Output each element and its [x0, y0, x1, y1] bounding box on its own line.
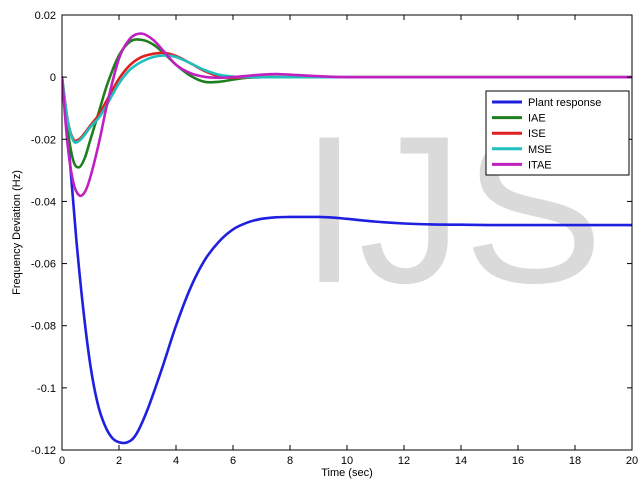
y-tick-label: -0.1	[37, 383, 56, 395]
x-tick-label: 2	[116, 455, 122, 467]
axis-ticks: 0 2 4 6 8 10 12 14 16 18 20 0.02 0 -0.02 -0.04 -0.06 -0.…	[31, 10, 638, 467]
y-tick-label: -0.08	[31, 321, 56, 333]
x-tick-label: 6	[230, 455, 236, 467]
plot-area	[62, 32, 632, 445]
legend-label: Plant response	[528, 97, 601, 109]
y-tick-label: -0.02	[31, 134, 56, 146]
y-tick-label: -0.06	[31, 259, 56, 271]
legend-label: ITAE	[528, 159, 552, 171]
legend-label: IAE	[528, 113, 546, 125]
legend-label: MSE	[528, 144, 552, 156]
x-tick-label: 8	[287, 455, 293, 467]
x-tick-label: 4	[173, 455, 179, 467]
x-tick-label: 16	[512, 455, 524, 467]
y-tick-label: 0	[50, 72, 56, 84]
x-tick-label: 10	[341, 455, 353, 467]
x-tick-label: 20	[626, 455, 638, 467]
x-tick-label: 18	[569, 455, 581, 467]
y-tick-label: -0.04	[31, 196, 56, 208]
y-tick-label: 0.02	[35, 10, 56, 22]
x-axis-title: Time (sec)	[321, 467, 373, 479]
legend-label: ISE	[528, 128, 546, 140]
series-line-itae	[62, 32, 632, 198]
x-tick-label: 14	[455, 455, 467, 467]
legend: Plant response IAE ISE MSE ITAE	[485, 90, 630, 176]
y-tick-label: -0.12	[31, 445, 56, 457]
series-line-plant-response	[62, 75, 632, 445]
x-tick-label: 12	[398, 455, 410, 467]
y-axis-title: Frequency Deviation (Hz)	[11, 170, 23, 295]
x-tick-label: 0	[59, 455, 65, 467]
